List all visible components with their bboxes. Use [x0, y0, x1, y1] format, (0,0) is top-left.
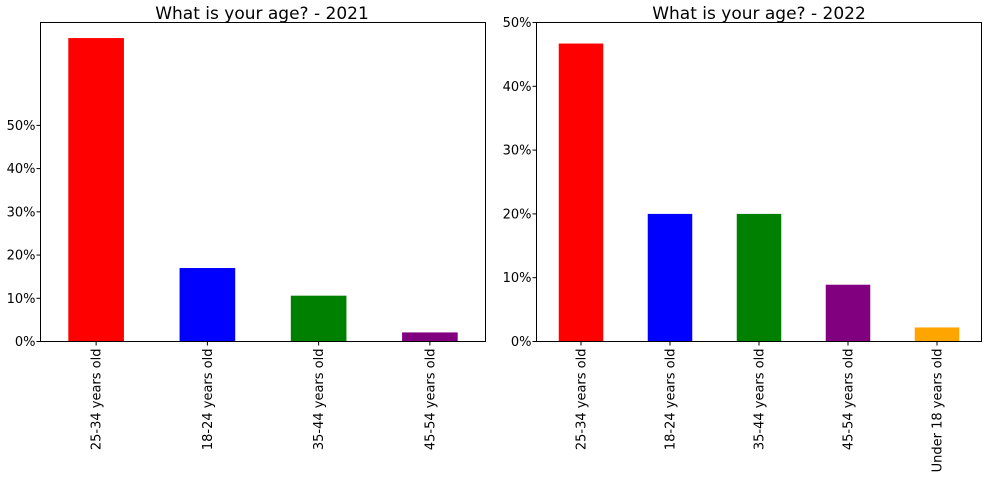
bar-2021-25-34-years-old: [68, 38, 124, 342]
x-tick-label-2021-0: 25-34 years old: [90, 349, 105, 451]
y-tick-label-2022-4: 40%: [503, 80, 532, 95]
bar-2022-35-44-years-old: [736, 213, 782, 342]
y-tick-label-2021-5: 50%: [7, 119, 36, 134]
x-tick-label-2021-2: 35-44 years old: [312, 349, 327, 451]
bars-2022: [558, 43, 960, 342]
x-axis-2022: 25-34 years old 18-24 years old 35-44 year…: [575, 341, 946, 473]
chart-2021: What is your age? - 2021 0% 10% 20% 30% 40% 5…: [7, 4, 486, 450]
y-tick-label-2021-0: 0%: [15, 335, 36, 350]
bar-2021-45-54-years-old: [402, 332, 458, 342]
y-axis-2021: 0% 10% 20% 30% 40% 50%: [7, 119, 41, 350]
y-tick-label-2022-2: 20%: [503, 207, 532, 222]
y-tick-label-2021-4: 40%: [7, 162, 36, 177]
bars-2021: [68, 38, 458, 342]
y-tick-label-2021-2: 20%: [7, 249, 36, 264]
y-tick-label-2021-1: 10%: [7, 292, 36, 307]
x-tick-label-2022-2: 35-44 years old: [753, 349, 768, 451]
y-tick-label-2021-3: 30%: [7, 205, 36, 220]
x-tick-label-2022-4: Under 18 years old: [931, 349, 946, 473]
y-axis-2022: 0% 10% 20% 30% 40% 50%: [503, 16, 537, 350]
chart-title-2022: What is your age? - 2022: [652, 4, 866, 24]
plot-frame-2021: [40, 22, 486, 342]
chart-2022: What is your age? - 2022 0% 10% 20% 30% 40% 5…: [503, 4, 982, 472]
bar-2022-45-54-years-old: [825, 284, 871, 342]
x-tick-label-2022-0: 25-34 years old: [575, 349, 590, 451]
x-tick-label-2021-3: 45-54 years old: [423, 349, 438, 451]
x-axis-2021: 25-34 years old 18-24 years old 35-44 year…: [90, 341, 438, 451]
bar-2021-35-44-years-old: [290, 295, 347, 342]
chart-title-2021: What is your age? - 2021: [155, 4, 369, 24]
bar-2022-18-24-years-old: [647, 213, 693, 342]
y-tick-label-2022-0: 0%: [511, 335, 532, 350]
bar-2022-under-18-years-old: [914, 327, 960, 342]
y-tick-label-2022-1: 10%: [503, 271, 532, 286]
x-tick-label-2022-1: 18-24 years old: [664, 349, 679, 451]
y-tick-label-2022-5: 50%: [503, 16, 532, 31]
x-tick-label-2021-1: 18-24 years old: [201, 349, 216, 451]
bar-2022-25-34-years-old: [558, 43, 604, 342]
x-tick-label-2022-3: 45-54 years old: [842, 349, 857, 451]
y-tick-label-2022-3: 30%: [503, 144, 532, 159]
bar-2021-18-24-years-old: [179, 268, 236, 342]
